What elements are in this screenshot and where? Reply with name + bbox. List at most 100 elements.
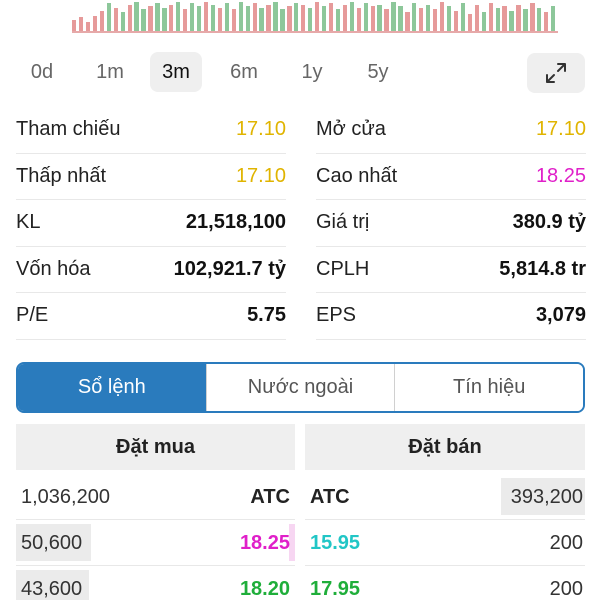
sell-price[interactable]: 17.95	[310, 578, 361, 600]
tab-period-3m[interactable]: 3m	[150, 52, 202, 92]
volume-bar	[488, 3, 493, 31]
volume-bar	[224, 3, 230, 31]
orderbook-buy-cell: 1,036,200 ATC	[16, 474, 295, 520]
stat-market-cap: Vốn hóa 102,921.7 tỷ	[16, 247, 286, 293]
volume-bar	[245, 6, 250, 31]
tab-signals[interactable]: Tín hiệu	[394, 364, 583, 411]
volume-bar	[551, 6, 556, 31]
volume-bars	[72, 0, 558, 33]
price-edge-marker	[289, 524, 295, 561]
volume-bar	[162, 7, 167, 31]
volume-bar	[495, 7, 500, 31]
stat-label: EPS	[316, 304, 357, 327]
volume-bar	[356, 7, 361, 31]
stat-label: Vốn hóa	[16, 257, 91, 280]
volume-bar	[537, 7, 542, 31]
volume-bar	[433, 9, 438, 31]
buy-quantity: 50,600	[21, 532, 83, 554]
stat-pe: P/E 5.75	[16, 293, 286, 340]
tab-order-book[interactable]: Sổ lệnh	[18, 364, 206, 411]
volume-bar	[412, 3, 417, 31]
volume-bar	[328, 3, 334, 31]
stat-row: Vốn hóa 102,921.7 tỷ CPLH 5,814.8 tr	[0, 247, 600, 293]
stat-value: 17.10	[235, 164, 286, 187]
stat-label: CPLH	[316, 257, 370, 280]
volume-bar	[72, 20, 77, 31]
buy-quantity: 43,600	[21, 578, 83, 600]
orderbook-buy-cell: 50,600 18.25	[16, 520, 295, 566]
sell-quantity: 200	[549, 578, 583, 600]
buy-price[interactable]: 18.25	[239, 532, 290, 554]
volume-bar	[196, 6, 202, 31]
volume-bar	[426, 4, 431, 31]
expand-chart-button[interactable]	[527, 53, 585, 93]
stat-label: Cao nhất	[316, 164, 398, 187]
tab-period-1m[interactable]: 1m	[96, 61, 124, 83]
volume-bar	[231, 9, 236, 31]
volume-bar	[120, 12, 125, 31]
volume-bar	[134, 1, 139, 31]
volume-bar	[315, 1, 320, 31]
stat-label: P/E	[16, 304, 49, 327]
tab-period-1y[interactable]: 1y	[301, 61, 323, 83]
stat-label: Tham chiếu	[16, 118, 121, 141]
volume-bar	[148, 6, 153, 31]
volume-bar	[259, 7, 264, 31]
volume-bar	[453, 10, 459, 31]
volume-bar	[238, 1, 243, 31]
tab-foreign[interactable]: Nước ngoài	[205, 364, 395, 411]
volume-bar	[349, 1, 354, 31]
volume-bar	[308, 7, 313, 31]
stat-value: 21,518,100	[185, 211, 286, 234]
volume-baseline	[72, 31, 558, 33]
sell-volume-bar	[501, 478, 585, 515]
stat-row: Tham chiếu 17.10 Mở cửa 17.10	[0, 107, 600, 154]
orderbook-buy-header: Đặt mua	[16, 424, 295, 470]
orderbook-row: 43,600 18.20 17.95 200	[0, 566, 600, 600]
buy-price[interactable]: 18.20	[239, 578, 290, 600]
stat-label: Thấp nhất	[16, 164, 107, 187]
volume-bar	[474, 4, 479, 31]
volume-bar	[85, 21, 91, 31]
volume-bar	[523, 9, 528, 31]
volume-bar	[391, 1, 396, 31]
stat-value: 17.10	[535, 118, 586, 141]
tab-period-5y[interactable]: 5y	[367, 61, 389, 83]
stat-open: Mở cửa 17.10	[316, 107, 586, 154]
volume-bar	[370, 6, 375, 31]
stat-high: Cao nhất 18.25	[316, 154, 586, 200]
volume-bar	[99, 10, 105, 31]
volume-bar	[141, 9, 146, 31]
stat-row: KL 21,518,100 Giá trị 380.9 tỷ	[0, 200, 600, 247]
volume-bar	[342, 4, 348, 31]
stat-value: 5,814.8 tr	[499, 257, 586, 280]
volume-bar	[294, 3, 299, 31]
volume-bar	[203, 1, 209, 31]
stat-reference: Tham chiếu 17.10	[16, 107, 286, 154]
stat-value: 17.10	[235, 118, 286, 141]
stat-value: 102,921.7 tỷ	[173, 257, 286, 280]
tab-period-6m[interactable]: 6m	[230, 61, 258, 83]
orderbook-sell-cell: 15.95 200	[305, 520, 585, 566]
orderbook-row: 1,036,200 ATC ATC 393,200	[0, 474, 600, 520]
volume-bar	[127, 4, 132, 31]
stat-value: 380.9 tỷ	[512, 211, 586, 234]
tab-period-0d[interactable]: 0d	[30, 61, 54, 83]
buy-price[interactable]: ATC	[250, 486, 290, 508]
volume-bar	[502, 6, 507, 31]
volume-bar	[384, 9, 389, 31]
volume-bar	[301, 4, 306, 31]
volume-bar	[280, 9, 285, 31]
volume-bar	[363, 3, 368, 31]
volume-bar	[398, 6, 403, 31]
orderbook-sell-cell: 17.95 200	[305, 566, 585, 600]
volume-bar	[78, 17, 84, 31]
orderbook-row: 50,600 18.25 15.95 200	[0, 520, 600, 566]
volume-bar	[210, 4, 216, 31]
stat-row: P/E 5.75 EPS 3,079	[0, 293, 600, 340]
sell-price[interactable]: 15.95	[310, 532, 361, 554]
volume-bar	[169, 4, 174, 31]
volume-bar	[217, 7, 223, 31]
sell-price[interactable]: ATC	[310, 486, 350, 508]
volume-bar	[509, 10, 514, 31]
